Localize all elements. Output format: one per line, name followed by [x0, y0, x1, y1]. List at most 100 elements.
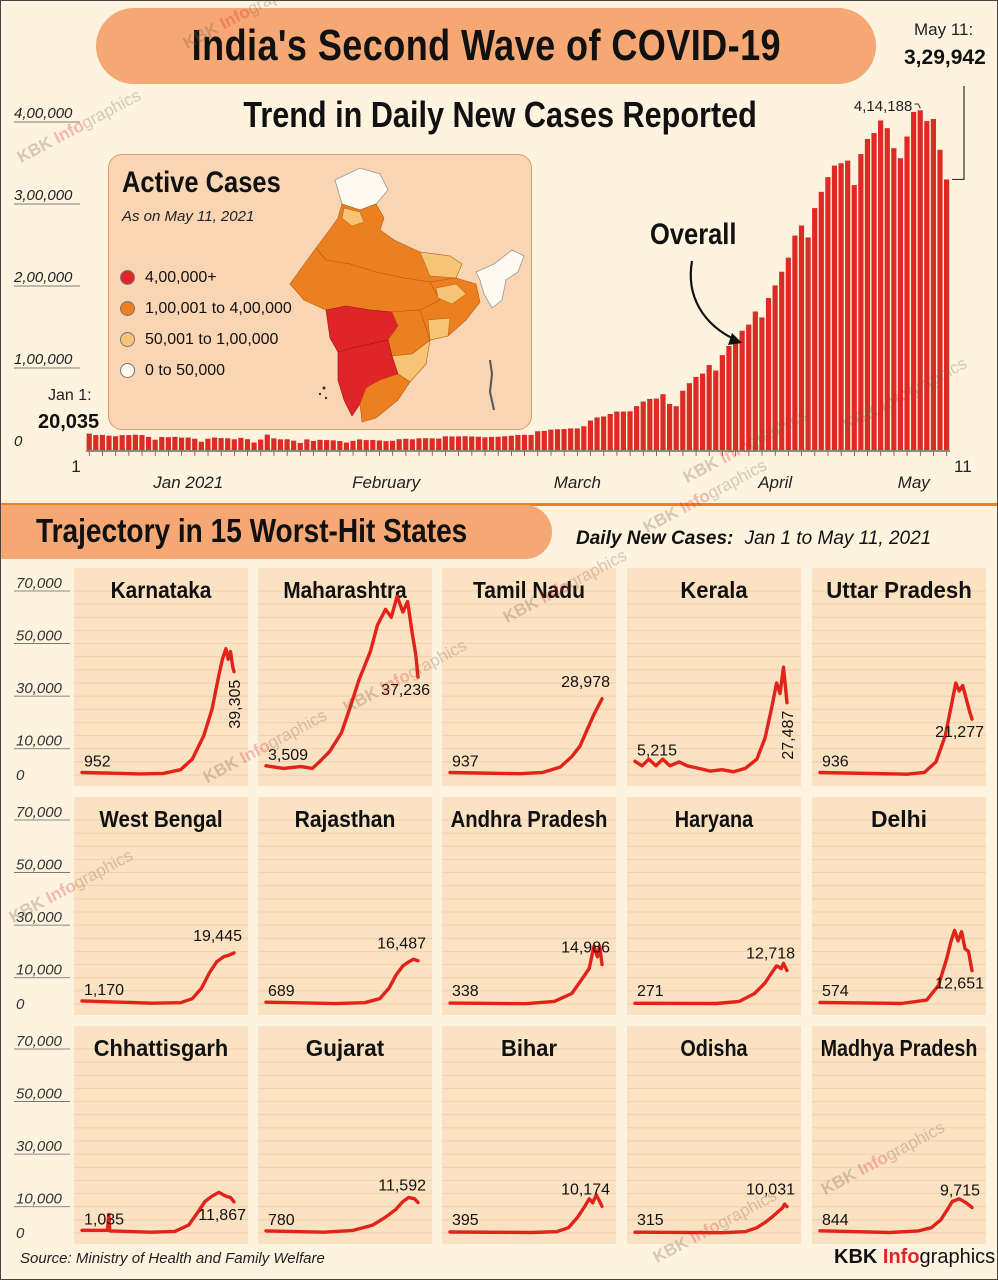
- x-tick-label: 11: [954, 457, 972, 476]
- daily-bar: [607, 414, 613, 450]
- daily-bar: [225, 438, 231, 450]
- legend-item: 4,00,000+: [120, 262, 292, 293]
- daily-bar: [548, 429, 554, 450]
- daily-bar: [634, 406, 640, 450]
- y-tick-label: 0: [14, 433, 23, 450]
- daily-bar: [805, 237, 811, 450]
- section2-caption: Jan 1 to May 11, 2021: [744, 528, 932, 549]
- state-end-label: 14,986: [561, 940, 610, 957]
- y-tick-label: 4,00,000: [14, 105, 73, 122]
- state-title: Karnataka: [111, 577, 212, 603]
- daily-bar: [330, 440, 336, 450]
- daily-bar: [93, 435, 99, 450]
- daily-bar: [178, 437, 185, 450]
- state-line: [818, 928, 974, 1006]
- daily-bar: [944, 179, 950, 450]
- legend-swatch: [120, 363, 135, 378]
- daily-bar: [568, 428, 574, 450]
- daily-bar: [383, 441, 389, 450]
- daily-bar: [357, 439, 363, 450]
- state-line: [818, 681, 974, 776]
- daily-bar: [792, 235, 798, 450]
- small-y-tick-label: 10,000: [16, 1191, 63, 1208]
- daily-bar: [871, 133, 877, 450]
- peak-value-label: 4,14,188: [854, 98, 912, 115]
- state-end-label: 11,592: [378, 1178, 426, 1195]
- daily-bar: [699, 373, 706, 450]
- small-y-tick-label: 50,000: [16, 857, 63, 874]
- daily-bar: [930, 118, 937, 450]
- state-end-label: 27,487: [780, 711, 797, 760]
- daily-bar: [660, 394, 666, 450]
- daily-bar: [475, 436, 481, 450]
- overall-bar-chart: 0 1,00,000 2,00,000 3,00,000 4,00,000 1 Jan 20…: [13, 86, 972, 492]
- small-y-tick-label: 0: [16, 767, 25, 784]
- state-title: Madhya Pradesh: [821, 1035, 978, 1061]
- section2-banner: [0, 505, 552, 559]
- legend-item: 1,00,001 to 4,00,000: [120, 293, 292, 324]
- map-title: Active Cases: [122, 166, 281, 199]
- daily-bar: [825, 177, 831, 450]
- daily-bar: [561, 429, 567, 450]
- first-value-label: 20,035: [38, 411, 99, 433]
- daily-bar: [304, 439, 310, 450]
- daily-bar: [541, 430, 547, 450]
- source-note: Source: Ministry of Health and Family We…: [20, 1250, 325, 1267]
- state-end-label: 21,277: [935, 724, 984, 741]
- state-line: [264, 1195, 420, 1234]
- state-line: [818, 1197, 974, 1235]
- daily-bar: [139, 435, 145, 450]
- daily-bar: [218, 438, 224, 450]
- small-y-tick-label: 50,000: [16, 628, 63, 645]
- daily-bar: [897, 158, 904, 450]
- legend-label: 50,001 to 1,00,000: [145, 330, 279, 348]
- daily-bar: [581, 426, 587, 450]
- state-end-label: 9,715: [940, 1182, 980, 1199]
- daily-bar: [396, 439, 402, 450]
- daily-bar: [521, 434, 528, 450]
- daily-bar: [838, 163, 844, 450]
- daily-bar: [277, 439, 284, 450]
- daily-bar: [442, 436, 448, 450]
- daily-bar: [937, 149, 943, 450]
- daily-bar: [851, 185, 857, 451]
- daily-bar: [732, 341, 739, 450]
- daily-bar: [436, 438, 442, 450]
- state-start-label: 3,509: [268, 747, 308, 764]
- small-y-tick-label: 10,000: [16, 733, 63, 750]
- state-end-label: 37,236: [381, 682, 430, 699]
- state-start-label: 952: [84, 753, 111, 770]
- daily-bar: [422, 438, 429, 450]
- daily-bar: [152, 439, 158, 450]
- state-line: [264, 957, 420, 1006]
- page-title: India's Second Wave of COVID-19: [191, 21, 781, 70]
- daily-bar: [99, 434, 105, 450]
- india-map: [289, 167, 525, 423]
- daily-bar: [264, 434, 270, 450]
- daily-bar: [350, 440, 356, 450]
- small-y-tick-label: 70,000: [16, 804, 63, 821]
- map-northeast-region: [475, 249, 525, 309]
- section-divider: [0, 503, 998, 506]
- daily-bar: [508, 435, 514, 450]
- daily-bar: [502, 436, 508, 450]
- state-line: [633, 1202, 789, 1235]
- daily-bar: [258, 439, 264, 450]
- daily-bar: [554, 429, 561, 450]
- daily-bar: [488, 436, 495, 450]
- daily-bar: [271, 438, 277, 450]
- daily-bar: [389, 440, 396, 450]
- legend-label: 0 to 50,000: [145, 361, 226, 379]
- small-y-tick-label: 10,000: [16, 962, 63, 979]
- daily-bar: [515, 434, 521, 450]
- daily-bar: [884, 128, 890, 450]
- state-start-label: 937: [452, 754, 479, 771]
- daily-bar: [746, 324, 752, 450]
- daily-bar: [482, 437, 488, 450]
- x-tick-label: Jan 2021: [152, 473, 223, 492]
- small-y-tick-label: 70,000: [16, 1033, 63, 1050]
- first-date-label: Jan 1:: [48, 387, 92, 404]
- legend-label: 1,00,001 to 4,00,000: [145, 299, 292, 317]
- daily-bar: [363, 440, 369, 450]
- state-line: [448, 944, 604, 1006]
